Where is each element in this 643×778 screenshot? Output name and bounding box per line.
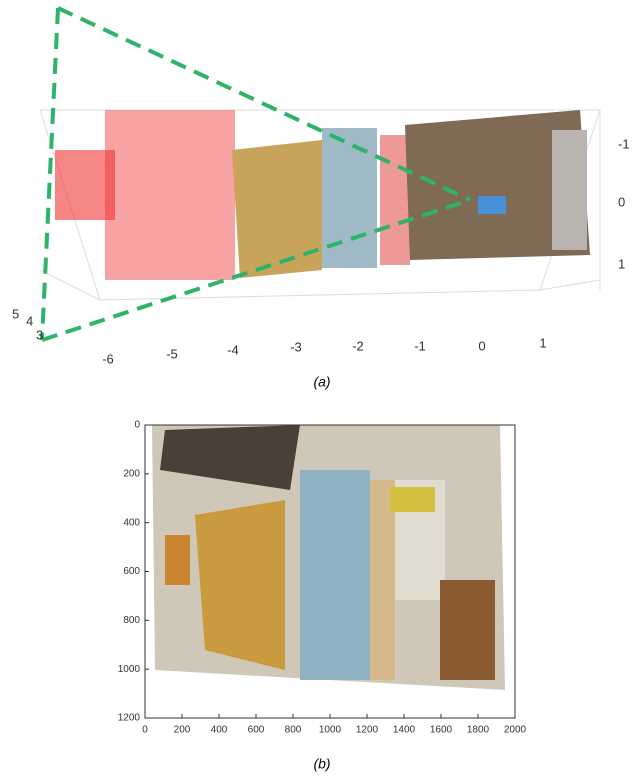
- x-tick-label: 1800: [467, 725, 490, 736]
- y-tick-label: 800: [123, 615, 140, 626]
- x-tick-label: 800: [285, 725, 302, 736]
- y-tick-label: 1000: [118, 664, 141, 675]
- x-tick-label: -2: [352, 338, 364, 353]
- point-cloud-a: [55, 110, 590, 280]
- x-tick-label: 400: [211, 725, 228, 736]
- z-tick-label: 4: [26, 313, 33, 328]
- y-tick-label: 0: [618, 194, 625, 209]
- y-tick-label: -1: [618, 136, 630, 151]
- y-tick-label: 200: [123, 468, 140, 479]
- y-tick-label: 600: [123, 566, 140, 577]
- x-tick-label: 1: [539, 335, 546, 350]
- x-tick-label: -5: [166, 346, 178, 361]
- y-tick-label: 0: [134, 420, 140, 431]
- caption: (b): [313, 756, 330, 772]
- x-tick-label: -3: [290, 339, 302, 354]
- x-tick-label: 1000: [319, 725, 342, 736]
- x-tick-label: -6: [102, 351, 114, 366]
- x-tick-label: 1400: [393, 725, 416, 736]
- x-tick-label: 2000: [504, 725, 527, 736]
- y-tick-label: 1200: [118, 713, 141, 724]
- x-tick-label: 200: [174, 725, 191, 736]
- x-tick-label: -1: [414, 338, 426, 353]
- panel-b: (b) 0 200 400 600 800 1000 1200 1400 1600 1800 200…: [118, 420, 527, 772]
- x-tick-label: -4: [227, 342, 239, 357]
- caption: (a): [313, 374, 330, 390]
- y-tick-label: 400: [123, 517, 140, 528]
- x-tick-label: 1600: [430, 725, 453, 736]
- x-tick-label: 0: [142, 725, 148, 736]
- x-tick-label: 0: [478, 338, 485, 353]
- figure: (a) -6 -5 -4 -3 -2 -1 0 1 -1 0 1 543 (b) 0 200 400 600…: [0, 0, 643, 778]
- x-tick-label: 600: [248, 725, 265, 736]
- z-tick-label: 5: [12, 306, 19, 321]
- point-cloud-b: [152, 425, 505, 690]
- x-tick-label: 1200: [356, 725, 379, 736]
- y-tick-label: 1: [618, 256, 625, 271]
- z-tick-label: 3: [36, 327, 43, 342]
